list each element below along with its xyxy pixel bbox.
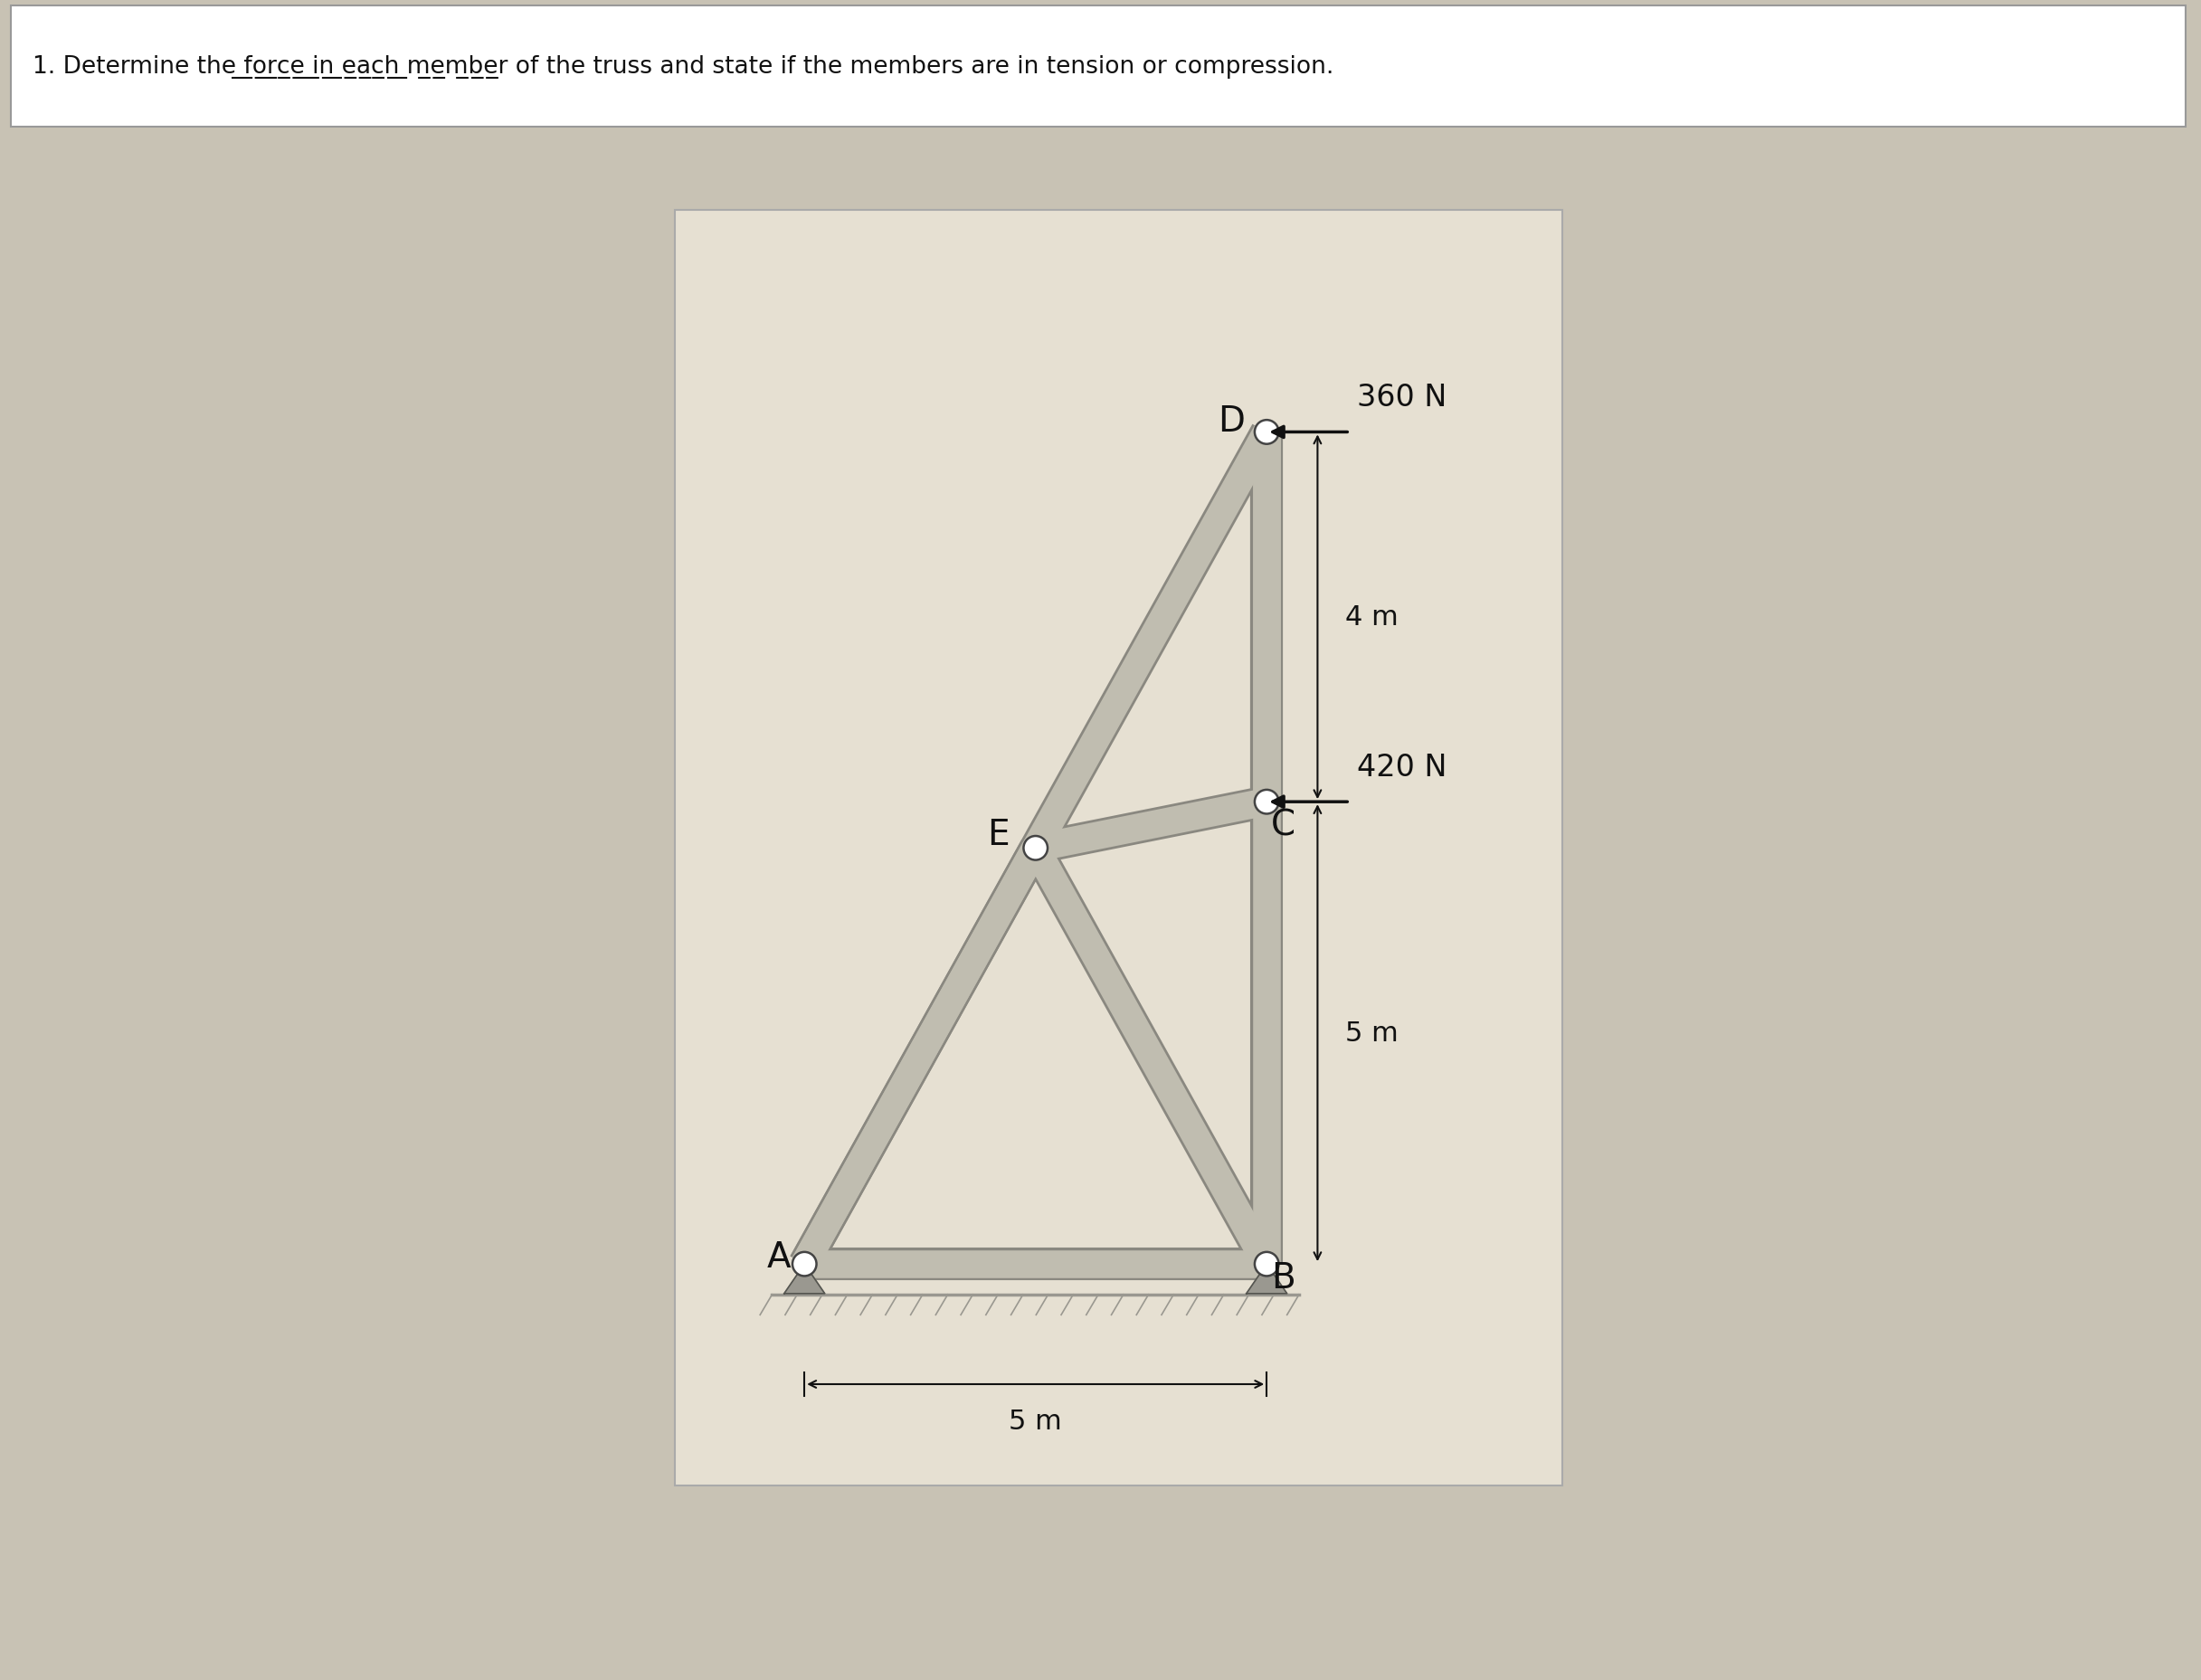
Text: B: B <box>1272 1262 1296 1295</box>
Text: 5 m: 5 m <box>1345 1020 1398 1047</box>
Circle shape <box>1255 790 1279 815</box>
Circle shape <box>792 1252 817 1277</box>
Text: E: E <box>988 818 1010 852</box>
Circle shape <box>1023 837 1048 860</box>
FancyBboxPatch shape <box>11 7 2186 128</box>
Text: 4 m: 4 m <box>1345 605 1398 630</box>
Text: D: D <box>1217 405 1246 438</box>
Text: C: C <box>1270 808 1296 842</box>
Circle shape <box>1255 1252 1279 1277</box>
Text: 360 N: 360 N <box>1358 383 1448 412</box>
Circle shape <box>1255 420 1279 445</box>
Polygon shape <box>1246 1265 1288 1294</box>
Text: 420 N: 420 N <box>1358 753 1448 781</box>
Text: 5 m: 5 m <box>1008 1408 1063 1433</box>
Text: 1. Determine the ̲f̲o̲r̲c̲e̲ ̲i̲n̲ ̲e̲a̲c̲h̲ ̲m̲e̲m̲b̲e̲r of the truss and state: 1. Determine the ̲f̲o̲r̲c̲e̲ ̲i̲n̲ ̲e̲a̲… <box>33 55 1334 79</box>
FancyBboxPatch shape <box>676 210 1563 1487</box>
Text: A: A <box>766 1240 790 1273</box>
Polygon shape <box>784 1265 825 1294</box>
FancyBboxPatch shape <box>676 210 971 1487</box>
